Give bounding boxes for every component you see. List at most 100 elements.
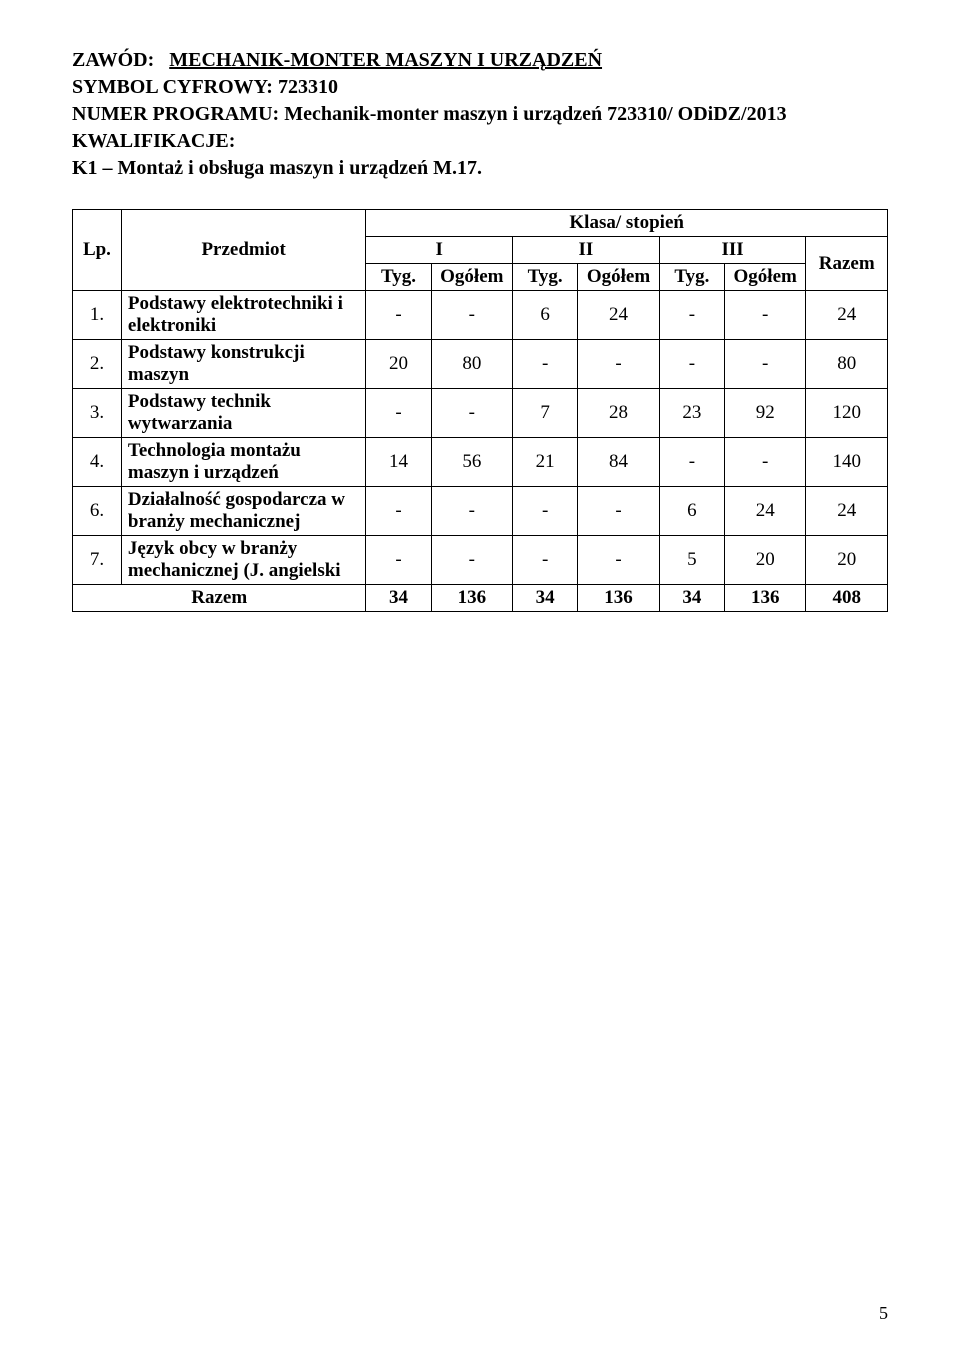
row-val: 28 [578, 389, 660, 438]
row-val: 7 [513, 389, 578, 438]
total-val: 136 [431, 585, 513, 612]
row-val: 6 [659, 487, 724, 536]
row-val: - [431, 487, 513, 536]
table-row: 6. Działalność gospodarcza w branży mech… [73, 487, 888, 536]
row-val: 56 [431, 438, 513, 487]
header-line-symbol: SYMBOL CYFROWY: 723310 [72, 75, 888, 100]
header-line-zawod: ZAWÓD: MECHANIK-MONTER MASZYN I URZĄDZEŃ [72, 48, 888, 73]
head-lp: Lp. [73, 210, 122, 291]
row-val: 20 [724, 536, 806, 585]
head-II-tyg: Tyg. [513, 264, 578, 291]
row-val: - [366, 487, 431, 536]
zawod-value: MECHANIK-MONTER MASZYN I URZĄDZEŃ [169, 49, 602, 71]
row-val: 24 [806, 487, 888, 536]
row-val: 80 [806, 340, 888, 389]
row-val: 80 [431, 340, 513, 389]
row-val: 84 [578, 438, 660, 487]
row-lp: 7. [73, 536, 122, 585]
row-val: - [366, 291, 431, 340]
row-val: - [513, 536, 578, 585]
row-val: - [659, 340, 724, 389]
total-val: 408 [806, 585, 888, 612]
total-val: 34 [366, 585, 431, 612]
row-val: 92 [724, 389, 806, 438]
row-val: 20 [366, 340, 431, 389]
head-I-ogolem: Ogółem [431, 264, 513, 291]
head-II: II [513, 237, 660, 264]
table-body: 1. Podstawy elektrotechniki i elektronik… [73, 291, 888, 612]
head-przedmiot: Przedmiot [121, 210, 366, 291]
row-val: - [724, 438, 806, 487]
row-subject: Podstawy konstrukcji maszyn [121, 340, 366, 389]
row-val: - [366, 536, 431, 585]
row-subject: Podstawy elektrotechniki i elektroniki [121, 291, 366, 340]
row-lp: 4. [73, 438, 122, 487]
row-val: - [578, 487, 660, 536]
row-val: - [513, 487, 578, 536]
header-line-kwalifikacje-label: KWALIFIKACJE: [72, 129, 888, 154]
row-val: - [366, 389, 431, 438]
numer-value: Mechanik-monter maszyn i urządzeń 723310… [284, 103, 786, 125]
row-val: - [513, 340, 578, 389]
head-I-tyg: Tyg. [366, 264, 431, 291]
head-III-tyg: Tyg. [659, 264, 724, 291]
header-line-numer: NUMER PROGRAMU: Mechanik-monter maszyn i… [72, 102, 888, 127]
table-row: 2. Podstawy konstrukcji maszyn 20 80 - -… [73, 340, 888, 389]
total-val: 136 [578, 585, 660, 612]
row-subject: Podstawy technik wytwarzania [121, 389, 366, 438]
document-header: ZAWÓD: MECHANIK-MONTER MASZYN I URZĄDZEŃ… [72, 48, 888, 181]
row-val: 120 [806, 389, 888, 438]
total-val: 136 [724, 585, 806, 612]
row-lp: 1. [73, 291, 122, 340]
row-val: 24 [578, 291, 660, 340]
page: ZAWÓD: MECHANIK-MONTER MASZYN I URZĄDZEŃ… [0, 0, 960, 1348]
page-number: 5 [879, 1303, 888, 1324]
row-val: - [431, 389, 513, 438]
row-lp: 6. [73, 487, 122, 536]
row-val: - [659, 438, 724, 487]
row-val: 24 [724, 487, 806, 536]
row-val: 20 [806, 536, 888, 585]
symbol-value: 723310 [278, 76, 338, 98]
row-lp: 2. [73, 340, 122, 389]
table-head: Lp. Przedmiot Klasa/ stopień I II III Ra… [73, 210, 888, 291]
table-row: 7. Język obcy w branży mechanicznej (J. … [73, 536, 888, 585]
row-val: - [431, 536, 513, 585]
row-val: 23 [659, 389, 724, 438]
row-val: - [659, 291, 724, 340]
row-val: 140 [806, 438, 888, 487]
table-total-row: Razem 34 136 34 136 34 136 408 [73, 585, 888, 612]
row-val: 21 [513, 438, 578, 487]
row-val: - [578, 340, 660, 389]
row-val: - [724, 291, 806, 340]
table-head-row1: Lp. Przedmiot Klasa/ stopień [73, 210, 888, 237]
total-val: 34 [513, 585, 578, 612]
total-label: Razem [73, 585, 366, 612]
table-row: 4. Technologia montażu maszyn i urządzeń… [73, 438, 888, 487]
head-III-ogolem: Ogółem [724, 264, 806, 291]
head-II-ogolem: Ogółem [578, 264, 660, 291]
row-val: 6 [513, 291, 578, 340]
row-val: 14 [366, 438, 431, 487]
row-subject: Język obcy w branży mechanicznej (J. ang… [121, 536, 366, 585]
table-row: 1. Podstawy elektrotechniki i elektronik… [73, 291, 888, 340]
symbol-label: SYMBOL CYFROWY: [72, 76, 273, 98]
row-subject: Technologia montażu maszyn i urządzeń [121, 438, 366, 487]
head-klasa: Klasa/ stopień [366, 210, 888, 237]
zawod-label: ZAWÓD: [72, 49, 154, 71]
total-val: 34 [659, 585, 724, 612]
curriculum-table: Lp. Przedmiot Klasa/ stopień I II III Ra… [72, 209, 888, 612]
row-lp: 3. [73, 389, 122, 438]
numer-label: NUMER PROGRAMU: [72, 103, 279, 125]
row-subject: Działalność gospodarcza w branży mechani… [121, 487, 366, 536]
head-razem: Razem [806, 237, 888, 291]
row-val: - [724, 340, 806, 389]
row-val: - [431, 291, 513, 340]
row-val: - [578, 536, 660, 585]
row-val: 5 [659, 536, 724, 585]
head-I: I [366, 237, 513, 264]
row-val: 24 [806, 291, 888, 340]
header-line-kwalifikacje-value: K1 – Montaż i obsługa maszyn i urządzeń … [72, 156, 888, 181]
kwalifikacje-value: K1 – Montaż i obsługa maszyn i urządzeń … [72, 157, 482, 179]
kwalifikacje-label: KWALIFIKACJE: [72, 130, 235, 152]
